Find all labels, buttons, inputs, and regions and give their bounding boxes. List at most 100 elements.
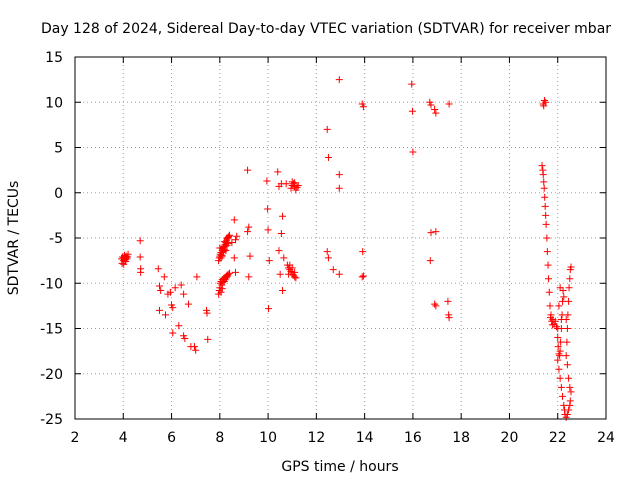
data-point	[279, 286, 287, 294]
data-point	[216, 244, 224, 252]
data-point	[546, 302, 554, 310]
data-point	[118, 259, 126, 267]
data-point	[431, 300, 439, 308]
data-point	[232, 236, 240, 244]
data-point	[444, 297, 452, 305]
data-point	[409, 148, 417, 156]
data-point	[566, 383, 574, 391]
grid-layer	[75, 57, 606, 419]
data-point	[329, 266, 337, 274]
data-point	[192, 346, 200, 354]
data-point	[545, 288, 553, 296]
y-tick-label: -15	[40, 322, 63, 338]
data-point	[408, 107, 416, 115]
data-point	[358, 273, 366, 281]
data-point	[244, 228, 252, 236]
data-point	[285, 270, 293, 278]
data-point	[291, 179, 299, 187]
data-point	[217, 288, 225, 296]
data-point	[359, 103, 367, 111]
data-point	[245, 223, 253, 231]
data-point	[277, 229, 285, 237]
data-point	[323, 125, 331, 133]
data-point	[124, 250, 132, 258]
x-tick-label: 2	[71, 430, 80, 446]
data-point	[554, 343, 562, 351]
data-point	[245, 273, 253, 281]
y-tick-label: -5	[49, 231, 63, 247]
data-point	[565, 374, 573, 382]
data-point	[276, 270, 284, 278]
data-point	[175, 322, 183, 330]
data-point	[553, 323, 561, 331]
data-point	[548, 321, 556, 329]
data-point	[431, 105, 439, 113]
data-point	[445, 100, 453, 108]
x-tick-label: 22	[549, 430, 567, 446]
data-point	[542, 98, 550, 106]
data-point	[169, 329, 177, 337]
data-point	[204, 335, 212, 343]
x-tick-label: 8	[215, 430, 224, 446]
data-point	[154, 265, 162, 273]
data-point	[203, 309, 211, 317]
x-tick-label: 14	[356, 430, 374, 446]
data-point	[246, 252, 254, 260]
data-point	[563, 410, 571, 418]
data-point	[324, 153, 332, 161]
data-point	[427, 229, 435, 237]
data-point	[218, 252, 226, 260]
plot-frame	[74, 56, 607, 420]
data-point	[426, 257, 434, 265]
y-tick-label: -25	[40, 412, 63, 428]
data-point	[432, 228, 440, 236]
data-points	[118, 76, 575, 421]
data-point	[564, 311, 572, 319]
data-point	[157, 286, 165, 294]
data-point	[292, 274, 300, 282]
data-point	[556, 284, 564, 292]
data-point	[180, 290, 188, 298]
data-point	[184, 300, 192, 308]
data-point	[274, 168, 282, 176]
x-tick-label: 6	[167, 430, 176, 446]
data-point	[217, 254, 225, 262]
data-point	[136, 237, 144, 245]
data-point	[122, 254, 130, 262]
data-point	[563, 338, 571, 346]
data-point	[335, 76, 343, 84]
data-point	[233, 232, 241, 240]
data-point	[224, 239, 232, 247]
data-point	[555, 302, 563, 310]
data-point	[275, 247, 283, 255]
data-point	[223, 241, 231, 249]
data-point	[155, 282, 163, 290]
data-point	[335, 171, 343, 179]
y-tick-label: 15	[45, 50, 63, 66]
data-point	[324, 254, 332, 262]
data-point	[359, 272, 367, 280]
data-point	[177, 281, 185, 289]
data-point	[556, 347, 564, 355]
data-point	[551, 317, 559, 325]
data-point	[543, 234, 551, 242]
data-point	[335, 184, 343, 192]
data-point	[539, 171, 547, 179]
data-point	[190, 343, 198, 351]
y-tick-label: -10	[40, 276, 63, 292]
chart-title: Day 128 of 2024, Sidereal Day-to-day VTE…	[41, 21, 611, 37]
data-point	[218, 285, 226, 293]
data-point	[169, 304, 177, 312]
data-point	[563, 325, 571, 332]
data-point	[181, 334, 189, 342]
data-point	[120, 260, 128, 268]
x-tick-label: 4	[119, 430, 128, 446]
data-point	[359, 248, 367, 256]
data-point	[567, 388, 575, 396]
data-point	[171, 284, 179, 292]
data-point	[323, 248, 331, 256]
data-point	[565, 297, 573, 305]
data-point	[228, 239, 236, 247]
